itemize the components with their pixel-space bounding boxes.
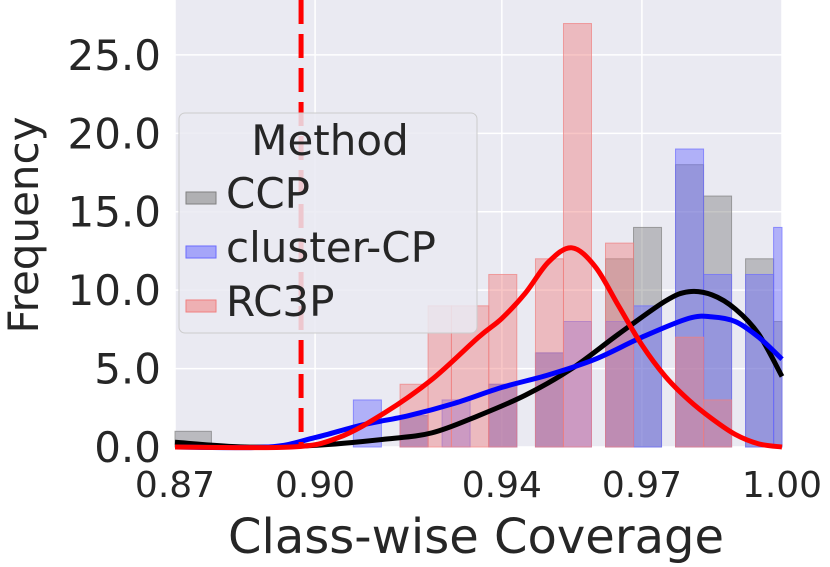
bar-cluster-cp (562, 321, 592, 448)
bar-rc3p (562, 23, 592, 448)
bar-cluster-cp (773, 226, 783, 448)
bar-cluster-cp (488, 383, 518, 448)
legend-title: Method (251, 116, 409, 165)
bar-ccp (703, 195, 733, 448)
y-tick-label: 15.0 (67, 188, 161, 237)
y-tick-label: 20.0 (67, 109, 161, 158)
legend-box (178, 112, 478, 334)
legend-swatch-cluster-cp (185, 245, 217, 259)
legend: Method CCP cluster-CP RC3P (178, 112, 478, 334)
legend-label-cluster-cp: cluster-CP (226, 223, 436, 272)
kde-curves (174, 245, 785, 451)
legend-label-rc3p: RC3P (226, 277, 334, 326)
x-tick-label: 0.90 (275, 465, 355, 506)
kde-curve-rc3p (174, 245, 783, 451)
x-tick-label: 0.97 (602, 465, 682, 506)
x-axis-label: Class-wise Coverage (228, 509, 724, 565)
x-tick-label: 1.00 (742, 465, 822, 506)
bar-rc3p (534, 258, 564, 448)
x-tick-label: 0.87 (135, 465, 215, 506)
bar-cluster-cp (633, 305, 663, 448)
legend-swatch-rc3p (185, 299, 217, 313)
y-tick-label: 25.0 (67, 31, 161, 80)
y-tick-label: 0.0 (94, 423, 161, 472)
bar-rc3p (488, 273, 518, 448)
bar-cluster-cp (675, 148, 705, 448)
x-tick-label: 0.94 (462, 465, 542, 506)
y-axis-ticks: 0.0 5.0 10.0 15.0 20.0 25.0 (67, 31, 161, 472)
histogram-bars (174, 23, 783, 448)
x-axis-ticks: 0.87 0.90 0.94 0.97 1.00 (135, 465, 822, 506)
legend-label-ccp: CCP (226, 169, 310, 218)
y-tick-label: 5.0 (94, 345, 161, 394)
bar-cluster-cp (745, 273, 775, 448)
y-tick-label: 10.0 (67, 266, 161, 315)
kde-curve-cluster-cp (174, 313, 784, 451)
legend-swatch-ccp (185, 191, 217, 205)
bar-cluster-cp (534, 352, 564, 448)
y-axis-label: Frequency (0, 117, 48, 334)
